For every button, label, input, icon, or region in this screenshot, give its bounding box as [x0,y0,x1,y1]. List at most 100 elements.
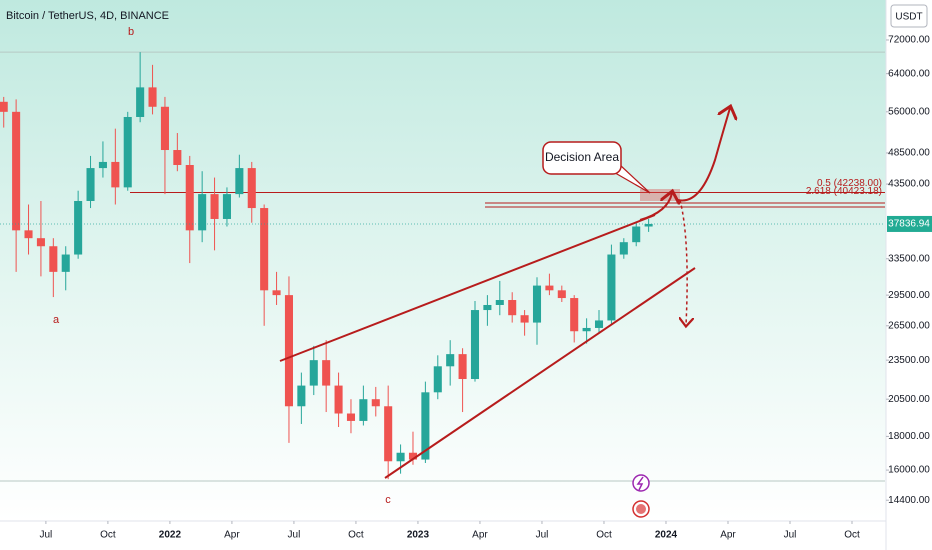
candle-body [111,161,120,188]
callout-box [542,141,622,175]
candle-body [86,168,95,201]
time-axis [0,521,886,550]
candle-body [470,310,480,380]
candle-body [74,200,83,255]
candle-body [136,87,145,117]
y-tick-label: 16000.00 [888,465,930,476]
wave-label: a [53,314,60,326]
callout-pointer [609,164,651,194]
candle-body [483,304,492,311]
candle-body [98,161,107,169]
candle-body [36,238,45,247]
y-tick-label: 72000.00 [888,35,930,46]
arrow-up [677,108,730,202]
candle-body [198,194,207,231]
candle-body [272,290,281,296]
y-tick-label: 23500.00 [888,355,930,366]
candle-body [408,452,418,460]
currency-box[interactable] [890,4,928,28]
y-tick-label: 29500.00 [888,290,930,301]
fib-label: 2.618 (40423.18) [806,186,882,197]
x-tick-label: 2023 [407,530,430,541]
candle-body [260,208,269,291]
candle-body [570,298,579,332]
event-icon-glyph [636,476,644,491]
candle-body [446,354,455,367]
event-icon[interactable] [632,474,650,492]
callout-text: Decision Area [545,150,619,164]
x-tick-label: Jul [39,530,52,541]
wedge-upper [279,214,656,362]
last-price-box [887,215,932,232]
candle-body [173,150,182,165]
candle-body [309,360,318,386]
candle-body [557,290,566,299]
candle-body [49,246,58,272]
x-tick-label: Oct [348,530,364,541]
wave-label: c [385,494,391,506]
candle-body [421,392,430,460]
candle-body [210,194,219,219]
candle-body [12,111,21,231]
candle-body [284,295,293,407]
last-price-label: 37836.94 [888,219,930,230]
candle-body [160,106,169,151]
candle-body [346,413,356,421]
x-tick-label: Apr [224,530,240,541]
y-tick-label: 18000.00 [888,431,930,442]
y-tick-label: 48500.00 [888,148,930,159]
candle-body [222,194,231,219]
y-tick-label: 26500.00 [888,320,930,331]
candle-body [185,164,194,231]
x-tick-label: 2022 [159,530,182,541]
fib-label: 0.5 (42238.00) [817,178,882,189]
x-tick-label: Jul [536,530,549,541]
candle-body [235,168,244,195]
candle-body [508,300,517,316]
currency[interactable]: USDT [895,12,922,23]
candle-body [632,226,641,243]
candle-body [384,406,393,462]
arrow [639,193,672,221]
y-tick-label: 43500.00 [888,179,930,190]
y-tick-label: 56000.00 [888,106,930,117]
wedge-lower [384,267,696,479]
candle-body [247,168,256,209]
x-tick-label: Oct [844,530,860,541]
marks [0,51,885,482]
candle-body [520,315,529,323]
x-tick-label: Oct [596,530,612,541]
x-tick-label: Jul [784,530,797,541]
candle-body [0,101,8,112]
candle-body [433,366,442,393]
y-tick-label: 20500.00 [888,394,930,405]
candle-body [148,87,157,107]
price-axis [886,0,932,550]
candle-body [24,230,33,239]
candle-body [61,254,70,272]
event-icon-glyph [636,504,646,514]
x-tick-label: Apr [472,530,488,541]
candle-body [359,399,368,421]
chart-title: Bitcoin / TetherUS, 4D, BINANCE [6,10,169,22]
candle-body [532,285,542,323]
wave-label: b [128,26,134,38]
candle-body [123,116,132,188]
y-tick-label: 33500.00 [888,253,930,264]
candle-body [644,223,653,227]
x-tick-label: Oct [100,530,116,541]
y-tick-label: 14400.00 [888,495,930,506]
candle-body [607,254,616,321]
candle-body [396,452,405,462]
candle-body [545,285,554,291]
candle-body [594,320,604,328]
candle-body [619,242,628,255]
y-tick-label: 64000.00 [888,68,930,79]
x-tick-label: 2024 [655,530,678,541]
candle-body [322,360,331,386]
candle-body [582,327,591,332]
candle-body [371,399,380,407]
x-tick-label: Jul [288,530,301,541]
candle-body [495,300,504,305]
